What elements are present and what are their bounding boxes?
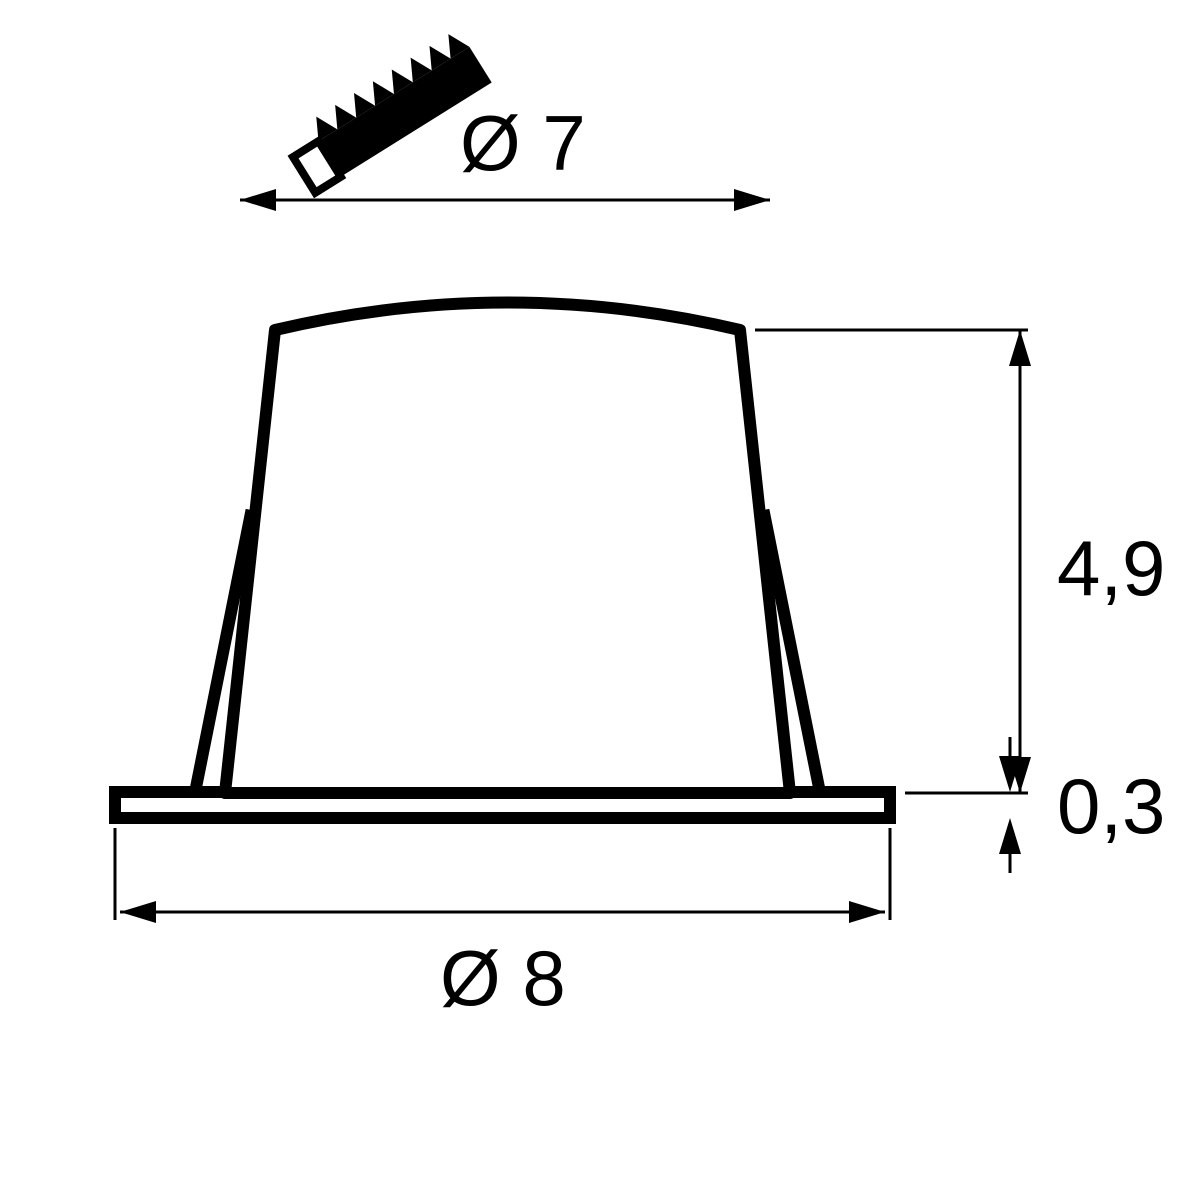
dim-cutout-diameter: Ø 7 (240, 28, 770, 211)
dim-height: 4,9 (755, 330, 1165, 793)
dim-height-label: 4,9 (1057, 524, 1165, 612)
fixture-outline (115, 303, 890, 819)
dim-cutout-diameter-label: Ø 7 (460, 99, 586, 187)
dim-flange-diameter-label: Ø 8 (440, 934, 566, 1022)
dim-flange-diameter: Ø 8 (115, 828, 890, 1022)
dim-flange-thickness-label: 0,3 (1057, 762, 1165, 850)
